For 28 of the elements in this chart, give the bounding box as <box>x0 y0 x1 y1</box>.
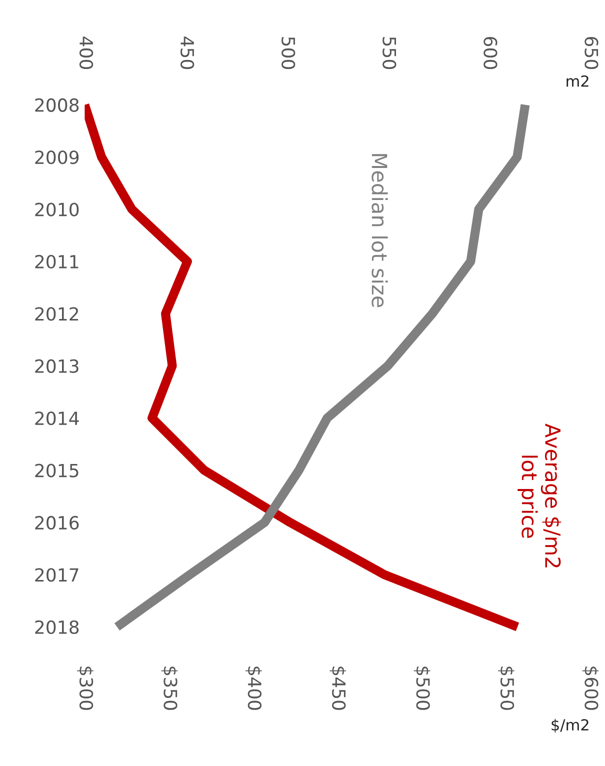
x2-tick-label: 550 <box>382 37 396 70</box>
y-tick-label: 2013 <box>35 359 78 373</box>
y-tick-label: 2011 <box>35 254 78 269</box>
x-tick-label: $600 <box>582 666 599 710</box>
x2-tick-label: 650 <box>584 37 598 70</box>
y-tick-label: 2018 <box>35 620 79 634</box>
x-tick-label: $450 <box>330 666 346 710</box>
y-tick-label: 2016 <box>35 516 79 530</box>
x2-tick-label: 400 <box>79 36 94 70</box>
y-tick-label: 2008 <box>35 98 79 112</box>
x2-tick-label: 450 <box>180 36 194 70</box>
x-tick-label: $350 <box>161 666 178 710</box>
y-tick-label: 2009 <box>35 150 79 164</box>
x-tick-label: $550 <box>498 666 514 710</box>
x-tick-label: $400 <box>245 666 262 710</box>
x-tick-label: $500 <box>414 666 430 710</box>
y-tick-label: 2014 <box>35 412 79 426</box>
x-axis-title: $/m2 <box>552 718 588 733</box>
y-tick-label: 2010 <box>35 202 79 216</box>
y-tick-label: 2015 <box>35 464 78 478</box>
text: Average $/m2 lot price <box>518 424 562 568</box>
x-tick-label: $300 <box>77 666 94 710</box>
x2-tick-label: 600 <box>484 37 498 70</box>
text: Median lot size <box>372 154 388 308</box>
y-tick-label: 2012 <box>35 307 78 321</box>
x2-tick-label: 500 <box>282 37 296 70</box>
y-tick-label: 2017 <box>35 568 78 582</box>
x2-axis-title: m2 <box>566 75 588 87</box>
